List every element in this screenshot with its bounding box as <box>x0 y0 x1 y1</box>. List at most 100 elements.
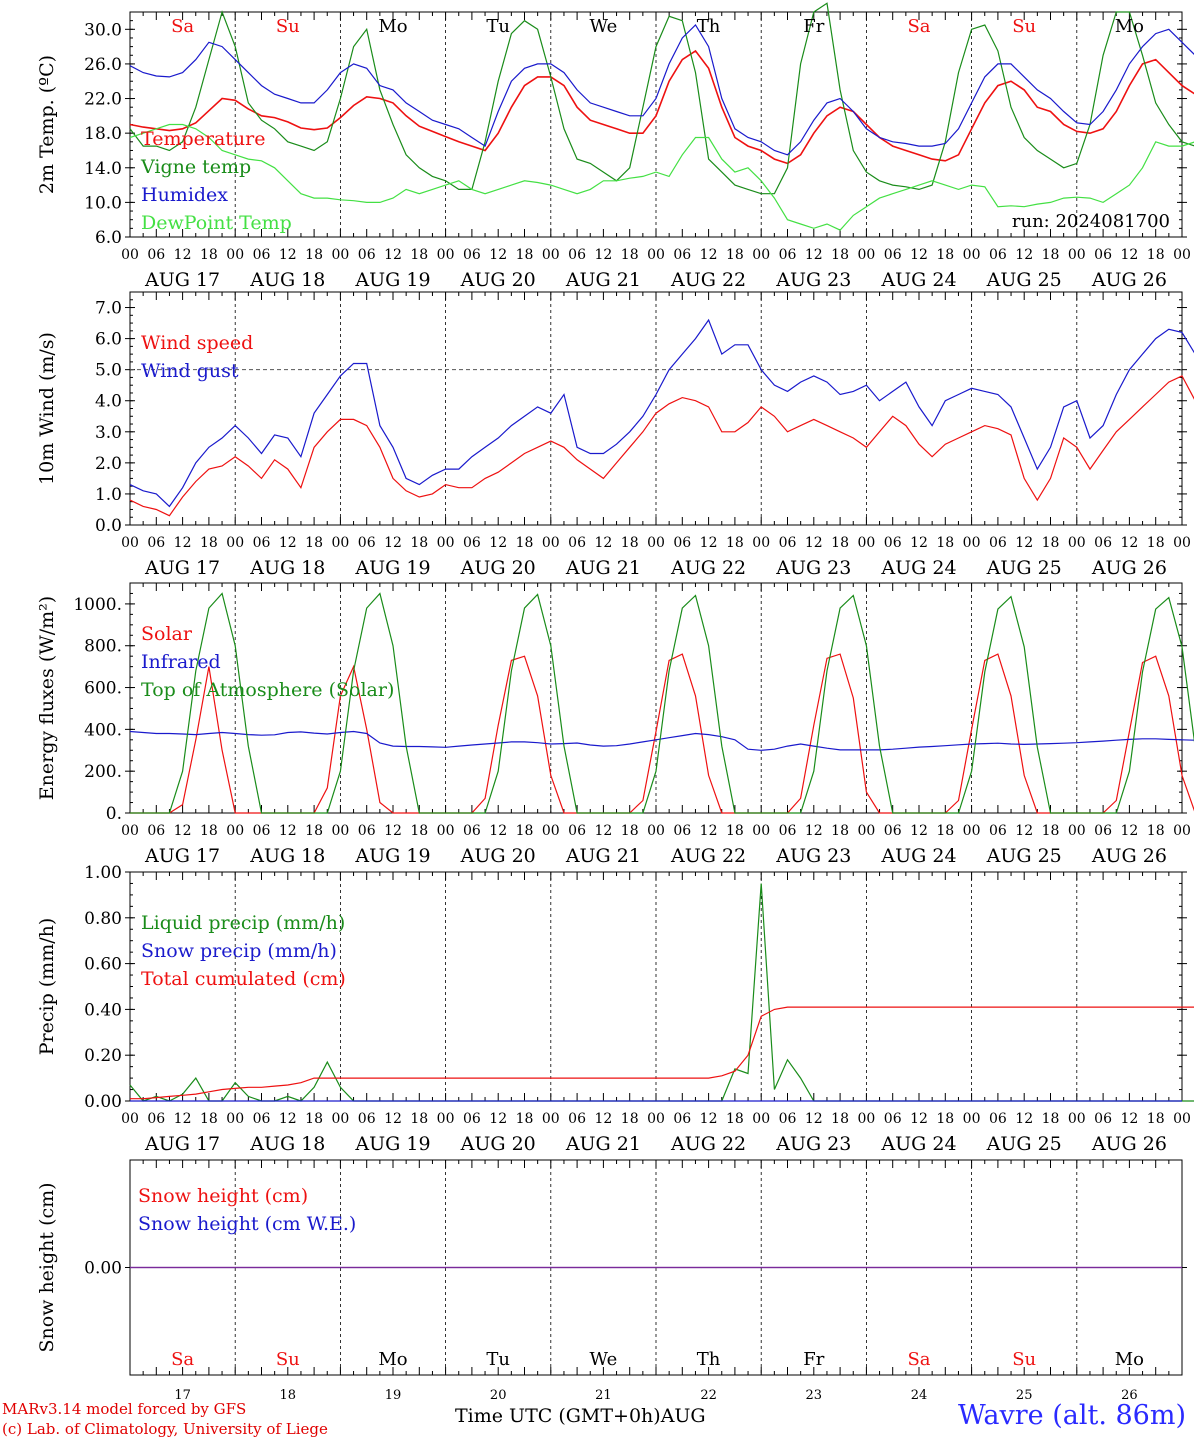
y-tick-label: 7.0 <box>95 299 122 319</box>
y-tick-label: 0.00 <box>84 1259 122 1279</box>
hour-tick-label: 06 <box>884 823 902 839</box>
y-tick-label: 600. <box>84 679 122 699</box>
hour-tick-label: 06 <box>358 247 376 263</box>
hour-tick-label: 12 <box>384 247 402 263</box>
hour-tick-label: 06 <box>1094 247 1112 263</box>
hour-tick-label: 00 <box>542 1111 560 1127</box>
hour-tick-label: 00 <box>1068 1111 1086 1127</box>
station-name: Wavre (alt. 86m) <box>958 1400 1186 1431</box>
date-label: AUG 20 <box>460 557 536 579</box>
hour-tick-label: 06 <box>1094 823 1112 839</box>
series-line-total-cumulated-cm- <box>130 1006 1194 1100</box>
hour-tick-label: 00 <box>121 247 139 263</box>
date-label: AUG 21 <box>565 557 641 579</box>
series-line-vigne-temp <box>129 2 1194 195</box>
hour-tick-label: 12 <box>489 535 507 551</box>
hour-tick-label: 18 <box>936 535 954 551</box>
hour-tick-label: 06 <box>253 247 271 263</box>
hour-tick-label: 18 <box>305 823 323 839</box>
hour-tick-label: 06 <box>989 247 1007 263</box>
hour-tick-label: 00 <box>542 823 560 839</box>
hour-tick-label: 18 <box>831 823 849 839</box>
hour-tick-label: 00 <box>752 535 770 551</box>
date-label: AUG 17 <box>144 1133 220 1155</box>
hour-tick-label: 12 <box>700 535 718 551</box>
hour-tick-label: 18 <box>1042 247 1060 263</box>
series-line-temperature <box>129 49 1194 165</box>
hour-tick-label: 18 <box>200 823 218 839</box>
hour-tick-label: 06 <box>779 823 797 839</box>
day-abbr: Th <box>697 1349 721 1370</box>
day-number: 23 <box>806 1388 823 1403</box>
hour-tick-label: 18 <box>1042 535 1060 551</box>
hour-tick-label: 12 <box>700 1111 718 1127</box>
hour-tick-label: 00 <box>752 823 770 839</box>
day-abbr: Th <box>697 16 721 37</box>
day-abbr: Sa <box>171 1349 194 1370</box>
day-abbr: Fr <box>803 16 824 37</box>
hour-tick-label: 00 <box>857 535 875 551</box>
hour-tick-label: 00 <box>437 823 455 839</box>
hour-tick-label: 00 <box>331 247 349 263</box>
hour-tick-label: 00 <box>857 1111 875 1127</box>
legend-entry: Top of Atmosphere (Solar) <box>141 679 394 701</box>
hour-tick-label: 00 <box>331 1111 349 1127</box>
hour-tick-label: 18 <box>936 823 954 839</box>
panel-1: 6.0 10.0 14.0 18.0 22.0 26.0 30.0 2m Temp. (ºC)… <box>36 2 1194 291</box>
y-tick-label: 0. <box>106 804 122 824</box>
y-tick-label: 5.0 <box>95 361 122 381</box>
date-label: AUG 24 <box>880 557 956 579</box>
date-label: AUG 22 <box>670 845 746 867</box>
y-axis-label: Energy fluxes (W/m²) <box>36 596 58 800</box>
hour-tick-label: 18 <box>831 535 849 551</box>
hour-tick-label: 12 <box>174 247 192 263</box>
date-label: AUG 26 <box>1091 1133 1167 1155</box>
legend-entry: Humidex <box>141 184 228 206</box>
series-line-wind-speed <box>129 375 1194 517</box>
hour-tick-label: 12 <box>805 1111 823 1127</box>
hour-tick-label: 18 <box>936 1111 954 1127</box>
hour-tick-label: 00 <box>963 247 981 263</box>
legend-entry: Total cumulated (cm) <box>141 968 346 990</box>
y-tick-label: 0.0 <box>95 516 122 536</box>
hour-tick-label: 18 <box>1147 247 1165 263</box>
legend-entry: Snow height (cm W.E.) <box>138 1213 356 1235</box>
hour-tick-label: 18 <box>726 1111 744 1127</box>
hour-tick-label: 00 <box>647 247 665 263</box>
date-label: AUG 19 <box>354 1133 430 1155</box>
hour-tick-label: 12 <box>805 247 823 263</box>
date-label: AUG 20 <box>460 845 536 867</box>
hour-tick-label: 00 <box>226 823 244 839</box>
y-tick-label: 18.0 <box>84 124 122 144</box>
y-tick-label: 1.00 <box>84 863 122 883</box>
date-label: AUG 23 <box>775 1133 851 1155</box>
day-number: 17 <box>174 1388 191 1403</box>
hour-tick-label: 12 <box>1015 1111 1033 1127</box>
hour-tick-label: 00 <box>857 247 875 263</box>
hour-tick-label: 06 <box>779 535 797 551</box>
day-abbr: Mo <box>1115 16 1144 37</box>
hour-tick-label: 18 <box>516 247 534 263</box>
hour-tick-label: 06 <box>463 1111 481 1127</box>
hour-tick-label: 18 <box>410 535 428 551</box>
hour-tick-label: 18 <box>200 535 218 551</box>
hour-tick-label: 06 <box>253 1111 271 1127</box>
hour-tick-label: 18 <box>726 823 744 839</box>
hour-tick-label: 18 <box>1042 823 1060 839</box>
y-tick-label: 0.60 <box>84 955 122 975</box>
day-abbr: Tu <box>486 1349 510 1370</box>
hour-tick-label: 12 <box>174 535 192 551</box>
day-abbr: Su <box>1012 1349 1036 1370</box>
hour-tick-label: 12 <box>489 823 507 839</box>
hour-tick-label: 12 <box>279 535 297 551</box>
hour-tick-label: 18 <box>621 247 639 263</box>
hour-tick-label: 18 <box>726 535 744 551</box>
hour-tick-label: 18 <box>516 823 534 839</box>
hour-tick-label: 18 <box>305 247 323 263</box>
date-label: AUG 17 <box>144 557 220 579</box>
hour-tick-label: 06 <box>463 535 481 551</box>
hour-tick-label: 00 <box>1068 535 1086 551</box>
y-tick-label: 26.0 <box>84 55 122 75</box>
hour-tick-label: 06 <box>147 1111 165 1127</box>
